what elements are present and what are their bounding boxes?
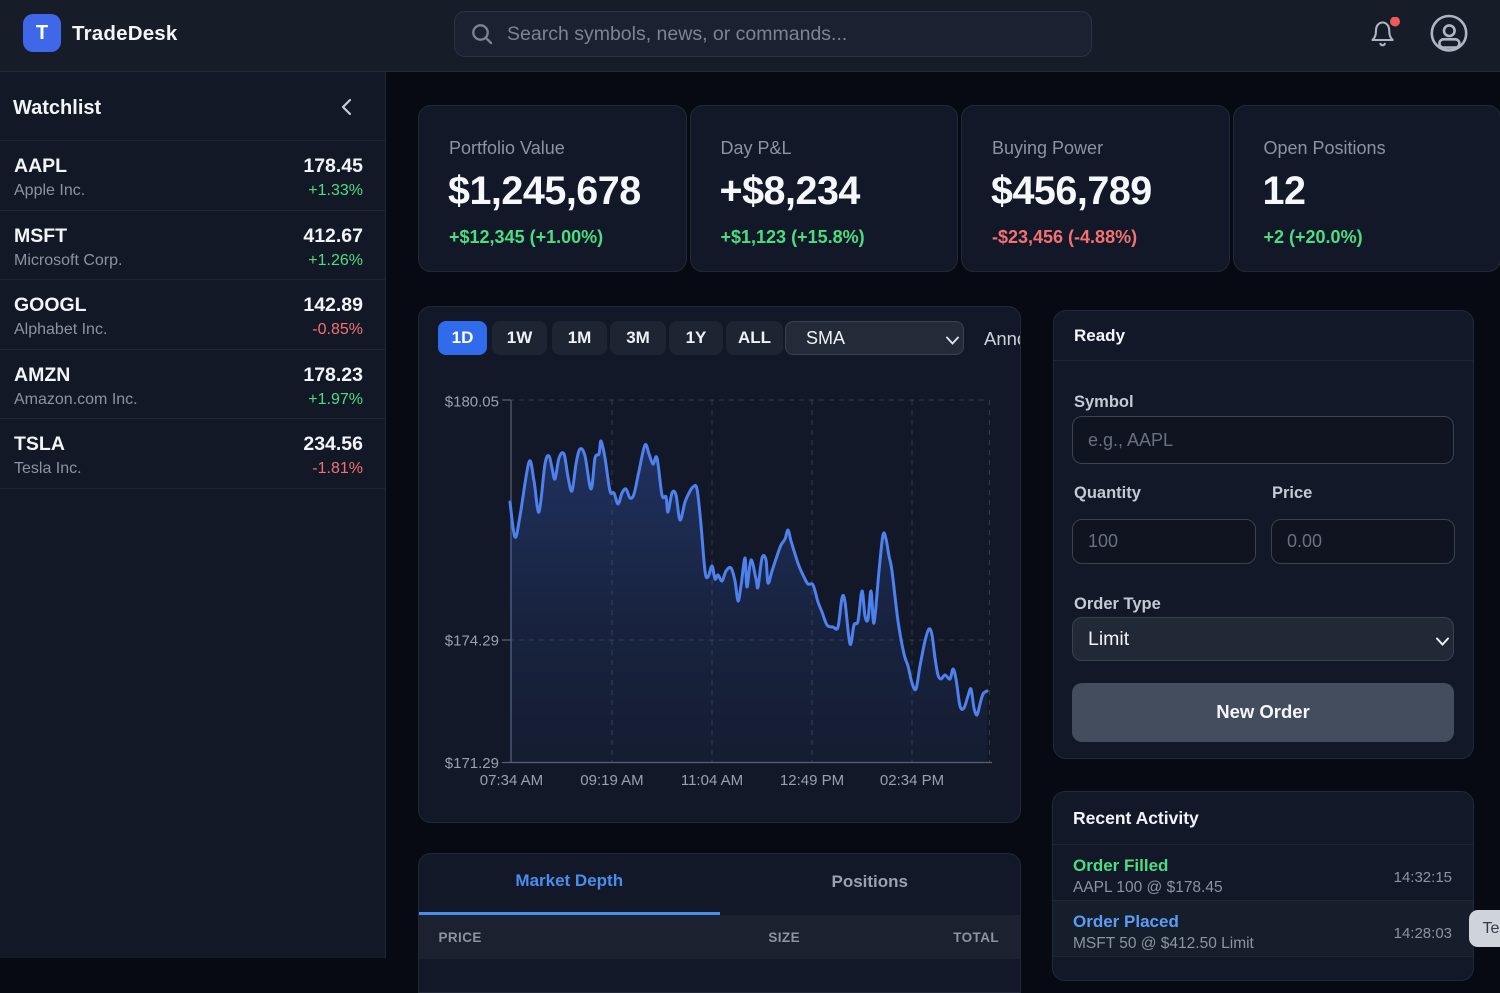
svg-text:$171.29: $171.29 bbox=[445, 755, 499, 772]
svg-text:02:34 PM: 02:34 PM bbox=[880, 772, 944, 789]
svg-text:11:04 AM: 11:04 AM bbox=[681, 772, 743, 789]
svg-text:07:34 AM: 07:34 AM bbox=[480, 772, 543, 789]
svg-text:12:49 PM: 12:49 PM bbox=[780, 772, 844, 789]
svg-text:$180.05: $180.05 bbox=[445, 394, 499, 411]
svg-text:09:19 AM: 09:19 AM bbox=[580, 772, 643, 789]
svg-text:$174.29: $174.29 bbox=[445, 633, 499, 650]
